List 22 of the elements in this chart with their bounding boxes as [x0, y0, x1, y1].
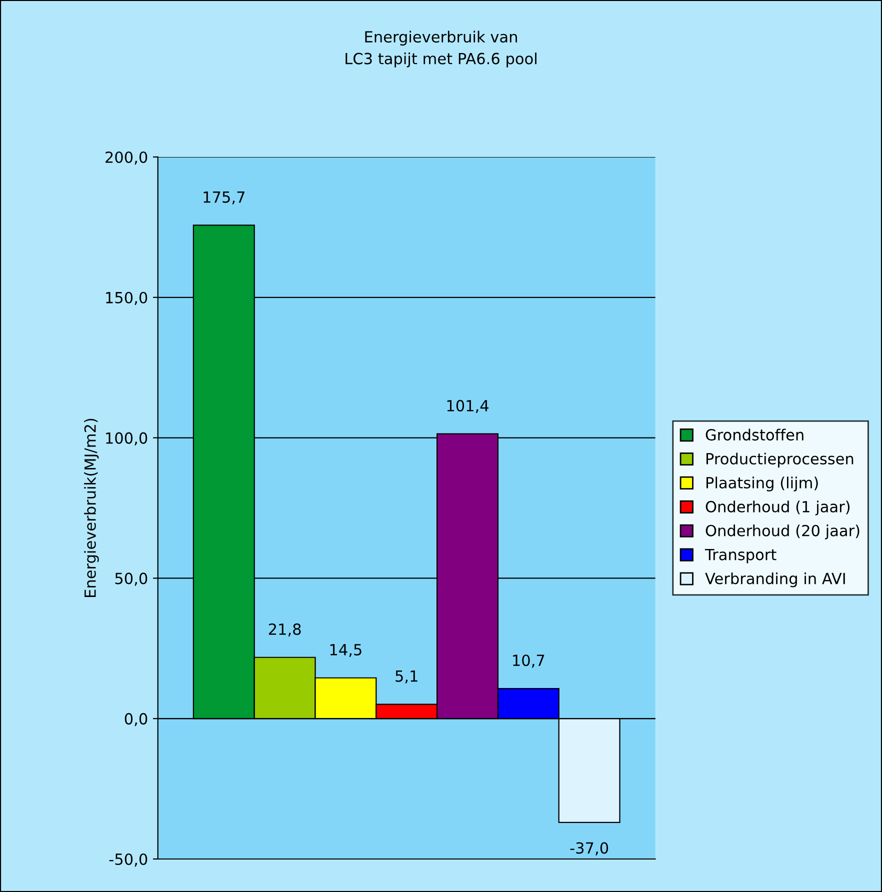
- data-label: 21,8: [268, 623, 301, 637]
- y-tick-label: -50,0: [109, 853, 148, 867]
- legend-label: Grondstoffen: [706, 428, 804, 441]
- legend-label: Transport: [704, 548, 776, 564]
- y-axis-title: Energieverbruik(MJ/m2): [84, 418, 99, 597]
- data-label: 5,1: [396, 670, 418, 684]
- legend-label: Plaatsing (lijm): [706, 476, 818, 492]
- legend-label: Verbranding in AVI: [705, 572, 845, 588]
- legend-label: Productieprocessen: [706, 452, 854, 468]
- data-label: 101,4: [447, 400, 489, 414]
- chart-title: Energieverbruik van LC3 tapijt met PA6.6 pool: [346, 30, 536, 68]
- data-label: -37,0: [570, 842, 608, 856]
- legend-label: Onderhoud (20 jaar): [706, 524, 860, 540]
- data-label: 175,7: [204, 191, 244, 204]
- y-tick-label: 50,0: [115, 572, 148, 586]
- legend-label: Onderhoud (1 jaar): [706, 500, 850, 516]
- y-tick-label: 200,0: [106, 151, 148, 165]
- data-label: 10,7: [513, 654, 544, 668]
- data-label: 14,5: [330, 644, 362, 658]
- y-tick-label: 100,0: [106, 432, 148, 446]
- y-tick-label: 150,0: [106, 292, 148, 305]
- y-tick-label: 0,0: [124, 713, 148, 726]
